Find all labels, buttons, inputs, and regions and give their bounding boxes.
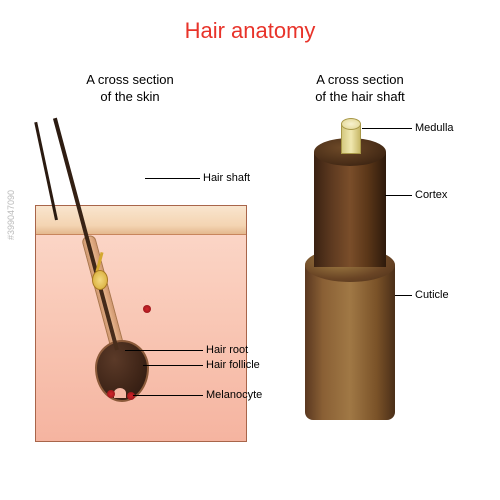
melanocyte-1 (143, 305, 151, 313)
melanocyte-3 (127, 392, 135, 400)
leader-cortex (385, 195, 412, 196)
label-medulla: Medulla (415, 122, 454, 134)
shaft-diagram (305, 120, 395, 420)
dermis-layer (36, 234, 246, 441)
leader-cuticle (395, 295, 412, 296)
shaft-subtitle: A cross sectionof the hair shaft (300, 72, 420, 106)
skin-diagram (35, 205, 247, 442)
sebaceous-gland (92, 270, 108, 290)
label-cortex: Cortex (415, 189, 447, 201)
dermal-papilla (114, 388, 126, 398)
label-hair-follicle: Hair follicle (206, 359, 260, 371)
skin-subtitle-line1: A cross sectionof the skin (86, 72, 173, 104)
medulla-top-ellipse (341, 118, 361, 130)
label-hair-shaft: Hair shaft (203, 172, 250, 184)
skin-subtitle: A cross sectionof the skin (70, 72, 190, 106)
label-melanocyte: Melanocyte (206, 389, 262, 401)
label-hair-root: Hair root (206, 344, 248, 356)
melanocyte-2 (107, 390, 115, 398)
epidermis-layer (36, 206, 246, 235)
label-cuticle: Cuticle (415, 289, 449, 301)
shaft-subtitle-line1: A cross sectionof the hair shaft (315, 72, 405, 104)
watermark: #399047090 (6, 190, 16, 240)
leader-hair-root (125, 350, 203, 351)
cortex-cylinder (314, 152, 386, 267)
leader-melanocyte (133, 395, 203, 396)
cuticle-cylinder (305, 265, 395, 420)
page-title: Hair anatomy (0, 18, 500, 44)
leader-hair-shaft (145, 178, 200, 179)
leader-medulla (362, 128, 412, 129)
leader-hair-follicle (143, 365, 203, 366)
